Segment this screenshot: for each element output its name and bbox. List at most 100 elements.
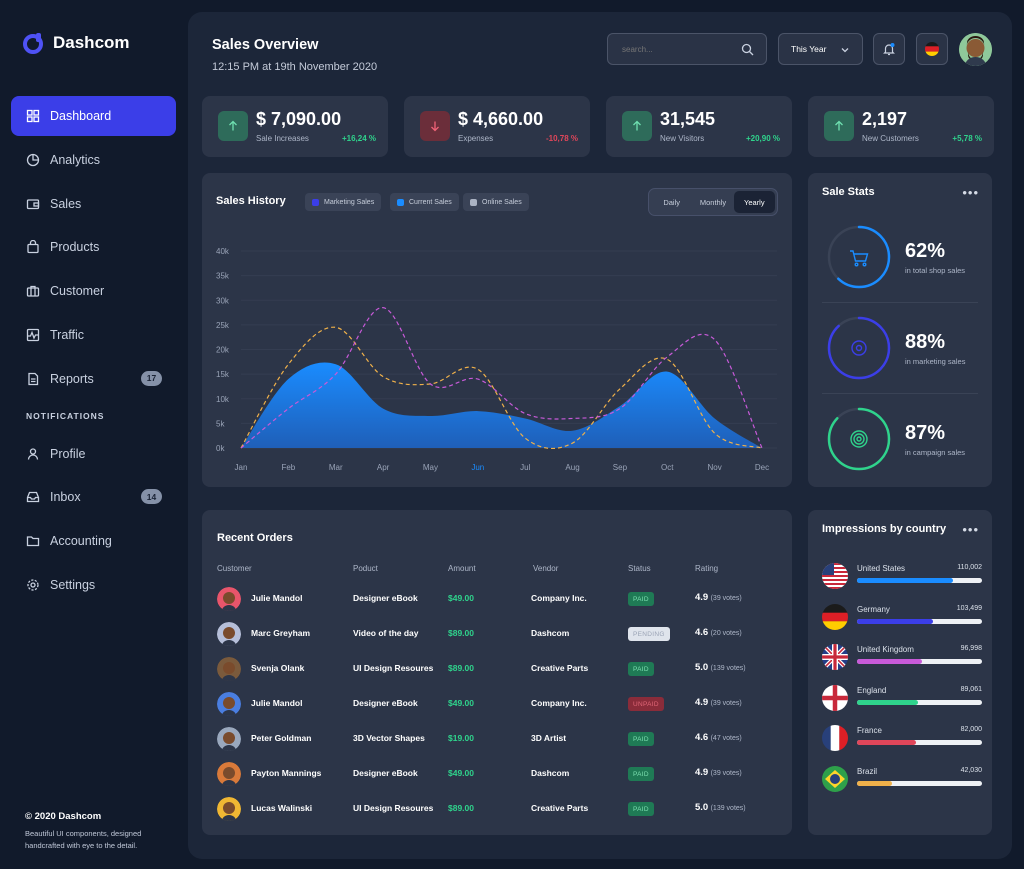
table-row[interactable]: Payton Mannings Designer eBook $49.00 Dashc… — [202, 758, 792, 793]
table-row[interactable]: Julie Mandol Designer eBook $49.00 Company … — [202, 583, 792, 618]
sidebar-item-label: Analytics — [50, 152, 101, 167]
app-logo[interactable]: Dashcom — [22, 32, 130, 54]
sidebar-item-inbox[interactable]: Inbox 14 — [11, 477, 176, 517]
country-row[interactable]: United States 110,002 — [822, 561, 982, 591]
sidebar-item-label: Inbox — [50, 490, 81, 505]
period-tabs: Daily Monthly Yearly — [648, 188, 778, 216]
search-input[interactable] — [622, 44, 732, 54]
language-button[interactable] — [916, 33, 948, 65]
legend-current-sales[interactable]: Current Sales — [390, 193, 459, 211]
rating: 4.6 (47 votes) — [695, 732, 742, 743]
sidebar-item-traffic[interactable]: Traffic — [11, 315, 176, 355]
sidebar-item-reports[interactable]: Reports 17 — [11, 359, 176, 399]
rating: 4.9 (39 votes) — [695, 592, 742, 603]
arrow-up-icon — [622, 111, 652, 141]
avatar — [217, 762, 241, 786]
period-dropdown[interactable]: This Year — [778, 33, 863, 65]
stat-value: $ 7,090.00 — [256, 109, 342, 129]
table-row[interactable]: Lucas Walinski UI Design Resoures $89.00 Cr… — [202, 793, 792, 828]
sidebar-item-analytics[interactable]: Analytics — [11, 140, 176, 180]
legend-swatch — [397, 198, 404, 206]
notifications-button[interactable] — [873, 33, 905, 65]
rating: 5.0 (139 votes) — [695, 802, 746, 813]
y-tick-label: 30k — [216, 296, 230, 305]
country-row[interactable]: England 89,061 — [822, 683, 982, 713]
country-bar-fill — [857, 740, 916, 745]
br-flag-icon — [822, 765, 848, 792]
divider — [822, 393, 978, 394]
sidebar-footer: © 2020 Dashcom Beautiful UI components, … — [25, 811, 175, 852]
legend-swatch — [312, 198, 319, 206]
stat-value: 2,197 — [862, 109, 908, 129]
x-tick-label: Sep — [613, 463, 628, 472]
inbox-icon — [26, 490, 40, 504]
country-name: France — [857, 726, 882, 735]
legend-label: Online Sales — [482, 198, 522, 206]
sidebar-item-label: Settings — [50, 577, 96, 592]
country-row[interactable]: Germany 103,499 — [822, 602, 982, 632]
country-value: 42,030 — [960, 766, 982, 774]
legend-online-sales[interactable]: Online Sales — [463, 193, 529, 211]
search-icon[interactable] — [741, 43, 754, 56]
chevron-down-icon — [841, 48, 849, 53]
country-row[interactable]: United Kingdom 96,998 — [822, 642, 982, 672]
x-tick-label: Aug — [565, 463, 579, 472]
sidebar-item-products[interactable]: Products — [11, 227, 176, 267]
country-row[interactable]: Brazil 42,030 — [822, 764, 982, 794]
country-row[interactable]: France 82,000 — [822, 723, 982, 753]
rating-value: 5.0 — [695, 802, 709, 813]
tab-yearly[interactable]: Yearly — [733, 191, 775, 213]
table-row[interactable]: Svenja Olank UI Design Resoures $89.00 Crea… — [202, 653, 792, 688]
avatar — [217, 797, 241, 821]
order-amount: $49.00 — [448, 698, 474, 708]
table-row[interactable]: Peter Goldman 3D Vector Shapes $19.00 3D Ar… — [202, 723, 792, 758]
avatar — [217, 727, 241, 751]
x-tick-label: Jan — [235, 463, 248, 472]
sidebar-item-profile[interactable]: Profile — [11, 434, 176, 474]
page-title: Sales Overview — [212, 37, 319, 53]
product-name: Designer eBook — [353, 593, 418, 603]
more-options-icon[interactable]: ••• — [962, 185, 979, 200]
sidebar-item-sales[interactable]: Sales — [11, 184, 176, 224]
legend-marketing-sales[interactable]: Marketing Sales — [305, 193, 382, 211]
rating-value: 4.6 — [695, 627, 709, 638]
sidebar-item-customer[interactable]: Customer — [11, 271, 176, 311]
vendor-name: Dashcom — [531, 768, 570, 778]
x-tick-label: Apr — [377, 463, 390, 472]
arrow-up-icon — [824, 111, 854, 141]
country-value: 89,061 — [960, 685, 982, 693]
more-options-icon[interactable]: ••• — [962, 522, 979, 537]
page-subtitle: 12:15 PM at 19th November 2020 — [212, 61, 378, 73]
customer-name: Svenja Olank — [251, 663, 305, 673]
product-name: 3D Vector Shapes — [353, 733, 425, 743]
notifications-section-label: NOTIFICATIONS — [26, 410, 105, 421]
stat-change: +16,24 % — [341, 134, 376, 143]
table-row[interactable]: Julie Mandol Designer eBook $49.00 Company … — [202, 688, 792, 723]
sidebar-item-label: Accounting — [50, 534, 112, 549]
table-row[interactable]: Marc Greyham Video of the day $89.00 Dashco… — [202, 618, 792, 653]
order-amount: $89.00 — [448, 628, 474, 638]
stat-percent-label: in campaign sales — [905, 448, 966, 457]
order-amount: $89.00 — [448, 663, 474, 673]
target-icon — [850, 430, 868, 448]
order-amount: $49.00 — [448, 593, 474, 603]
user-avatar[interactable] — [959, 33, 992, 66]
customer-name: Julie Mandol — [251, 698, 303, 708]
rating-value: 4.6 — [695, 732, 709, 743]
status-badge: PAID — [628, 662, 654, 676]
rating: 4.6 (20 votes) — [695, 627, 742, 638]
x-tick-label: Feb — [281, 463, 295, 472]
sidebar-item-accounting[interactable]: Accounting — [11, 521, 176, 561]
customer-name: Julie Mandol — [251, 593, 303, 603]
legend-label: Current Sales — [409, 198, 452, 206]
sidebar-item-dashboard[interactable]: Dashboard — [11, 96, 176, 136]
search-box — [607, 33, 767, 65]
recent-orders-card: Recent Orders Customer Poduct Amount Ven… — [202, 510, 792, 835]
tab-daily[interactable]: Daily — [663, 197, 680, 207]
sidebar-item-label: Sales — [50, 196, 82, 211]
period-value: This Year — [791, 44, 827, 54]
tab-monthly[interactable]: Monthly — [699, 197, 727, 207]
country-value: 110,002 — [957, 564, 982, 571]
column-header: Poduct — [353, 564, 378, 573]
sidebar-item-settings[interactable]: Settings — [11, 565, 176, 605]
